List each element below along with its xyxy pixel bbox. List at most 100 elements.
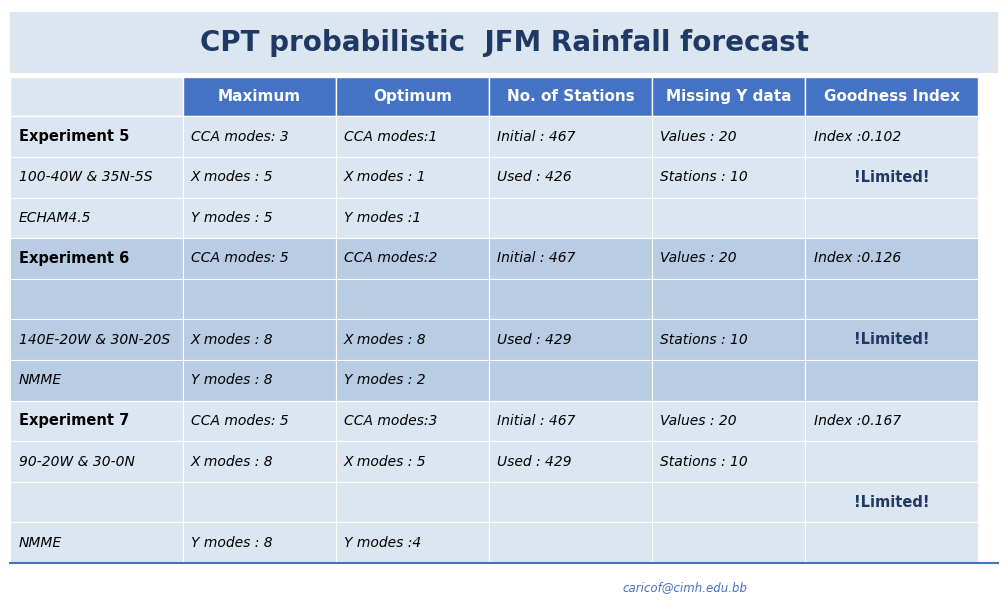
- FancyBboxPatch shape: [336, 441, 489, 482]
- Text: CPT probabilistic  JFM Rainfall forecast: CPT probabilistic JFM Rainfall forecast: [200, 29, 808, 57]
- FancyBboxPatch shape: [652, 278, 805, 319]
- FancyBboxPatch shape: [652, 76, 805, 116]
- Text: Y modes : 2: Y modes : 2: [344, 373, 425, 387]
- FancyBboxPatch shape: [489, 401, 652, 441]
- FancyBboxPatch shape: [10, 157, 183, 198]
- FancyBboxPatch shape: [652, 116, 805, 157]
- FancyBboxPatch shape: [10, 238, 183, 278]
- FancyBboxPatch shape: [489, 238, 652, 278]
- FancyBboxPatch shape: [652, 401, 805, 441]
- Text: Y modes : 8: Y modes : 8: [191, 536, 272, 550]
- FancyBboxPatch shape: [10, 116, 183, 157]
- Text: Initial : 467: Initial : 467: [497, 414, 576, 428]
- FancyBboxPatch shape: [336, 278, 489, 319]
- Text: Used : 429: Used : 429: [497, 333, 572, 346]
- Text: !Limited!: !Limited!: [854, 332, 929, 347]
- FancyBboxPatch shape: [652, 198, 805, 238]
- FancyBboxPatch shape: [183, 482, 336, 523]
- FancyBboxPatch shape: [805, 319, 978, 360]
- FancyBboxPatch shape: [10, 441, 183, 482]
- FancyBboxPatch shape: [336, 76, 489, 116]
- Text: !Limited!: !Limited!: [854, 494, 929, 510]
- FancyBboxPatch shape: [336, 238, 489, 278]
- Text: X modes : 5: X modes : 5: [191, 170, 273, 184]
- FancyBboxPatch shape: [489, 116, 652, 157]
- FancyBboxPatch shape: [805, 238, 978, 278]
- FancyBboxPatch shape: [489, 482, 652, 523]
- Text: X modes : 8: X modes : 8: [191, 455, 273, 469]
- Text: Experiment 7: Experiment 7: [19, 413, 129, 428]
- FancyBboxPatch shape: [805, 401, 978, 441]
- FancyBboxPatch shape: [805, 523, 978, 563]
- Text: CCA modes:3: CCA modes:3: [344, 414, 437, 428]
- FancyBboxPatch shape: [10, 401, 183, 441]
- Text: Index :0.167: Index :0.167: [813, 414, 901, 428]
- Text: Y modes :1: Y modes :1: [344, 211, 421, 225]
- FancyBboxPatch shape: [336, 157, 489, 198]
- FancyBboxPatch shape: [183, 360, 336, 401]
- FancyBboxPatch shape: [652, 360, 805, 401]
- Text: Y modes :4: Y modes :4: [344, 536, 421, 550]
- Text: CCA modes:1: CCA modes:1: [344, 130, 437, 144]
- Text: Y modes : 8: Y modes : 8: [191, 373, 272, 387]
- Text: NMME: NMME: [19, 536, 61, 550]
- Text: Values : 20: Values : 20: [660, 414, 737, 428]
- Text: 90-20W & 30-0N: 90-20W & 30-0N: [19, 455, 135, 469]
- FancyBboxPatch shape: [336, 116, 489, 157]
- FancyBboxPatch shape: [183, 116, 336, 157]
- FancyBboxPatch shape: [805, 116, 978, 157]
- Text: 100-40W & 35N-5S: 100-40W & 35N-5S: [19, 170, 152, 184]
- FancyBboxPatch shape: [10, 482, 183, 523]
- FancyBboxPatch shape: [805, 360, 978, 401]
- FancyBboxPatch shape: [183, 157, 336, 198]
- FancyBboxPatch shape: [336, 482, 489, 523]
- Text: Stations : 10: Stations : 10: [660, 170, 748, 184]
- FancyBboxPatch shape: [805, 198, 978, 238]
- FancyBboxPatch shape: [489, 523, 652, 563]
- FancyBboxPatch shape: [805, 482, 978, 523]
- Text: CCA modes: 3: CCA modes: 3: [191, 130, 288, 144]
- FancyBboxPatch shape: [10, 319, 183, 360]
- Text: Missing Y data: Missing Y data: [666, 89, 791, 104]
- FancyBboxPatch shape: [489, 198, 652, 238]
- FancyBboxPatch shape: [805, 76, 978, 116]
- FancyBboxPatch shape: [10, 76, 183, 116]
- FancyBboxPatch shape: [489, 157, 652, 198]
- FancyBboxPatch shape: [336, 360, 489, 401]
- FancyBboxPatch shape: [183, 198, 336, 238]
- Text: 140E-20W & 30N-20S: 140E-20W & 30N-20S: [19, 333, 170, 346]
- Text: Used : 429: Used : 429: [497, 455, 572, 469]
- Text: X modes : 5: X modes : 5: [344, 455, 426, 469]
- FancyBboxPatch shape: [652, 482, 805, 523]
- Text: Goodness Index: Goodness Index: [824, 89, 960, 104]
- Text: X modes : 1: X modes : 1: [344, 170, 426, 184]
- Text: Stations : 10: Stations : 10: [660, 455, 748, 469]
- FancyBboxPatch shape: [652, 157, 805, 198]
- FancyBboxPatch shape: [489, 278, 652, 319]
- Text: ECHAM4.5: ECHAM4.5: [19, 211, 91, 225]
- FancyBboxPatch shape: [652, 319, 805, 360]
- Text: CCA modes:2: CCA modes:2: [344, 252, 437, 266]
- Text: X modes : 8: X modes : 8: [344, 333, 426, 346]
- Text: CCA modes: 5: CCA modes: 5: [191, 252, 288, 266]
- FancyBboxPatch shape: [336, 198, 489, 238]
- FancyBboxPatch shape: [183, 76, 336, 116]
- Text: No. of Stations: No. of Stations: [507, 89, 635, 104]
- Text: !Limited!: !Limited!: [854, 170, 929, 185]
- FancyBboxPatch shape: [805, 278, 978, 319]
- FancyBboxPatch shape: [10, 12, 998, 73]
- Text: Index :0.102: Index :0.102: [813, 130, 901, 144]
- FancyBboxPatch shape: [10, 198, 183, 238]
- Text: Experiment 5: Experiment 5: [19, 129, 129, 144]
- Text: NMME: NMME: [19, 373, 61, 387]
- FancyBboxPatch shape: [336, 319, 489, 360]
- Text: Stations : 10: Stations : 10: [660, 333, 748, 346]
- FancyBboxPatch shape: [183, 238, 336, 278]
- FancyBboxPatch shape: [183, 278, 336, 319]
- FancyBboxPatch shape: [489, 441, 652, 482]
- FancyBboxPatch shape: [805, 157, 978, 198]
- Text: Initial : 467: Initial : 467: [497, 130, 576, 144]
- FancyBboxPatch shape: [489, 76, 652, 116]
- Text: Used : 426: Used : 426: [497, 170, 572, 184]
- FancyBboxPatch shape: [652, 523, 805, 563]
